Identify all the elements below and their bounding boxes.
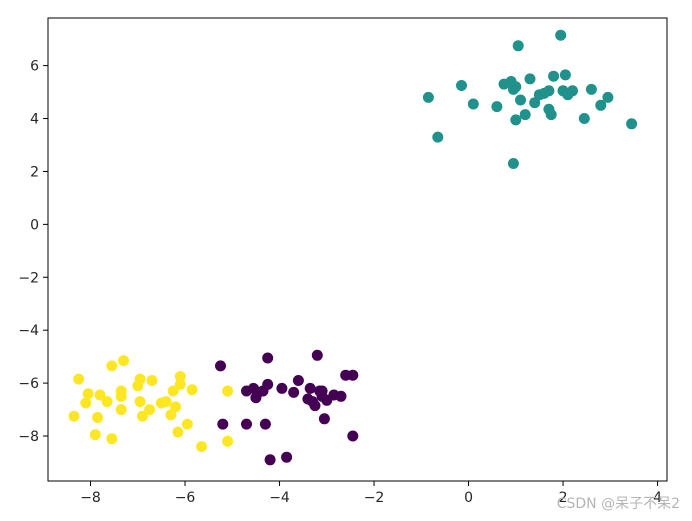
- data-point: [222, 435, 234, 447]
- data-point: [215, 360, 226, 372]
- data-point: [146, 375, 158, 386]
- data-point: [167, 385, 179, 397]
- data-point: [73, 373, 85, 385]
- data-point: [456, 80, 467, 91]
- x-tick-label: −4: [269, 490, 290, 506]
- data-point: [92, 412, 104, 423]
- data-point: [467, 98, 479, 110]
- data-point: [262, 352, 274, 364]
- data-point: [118, 355, 130, 367]
- data-point: [222, 385, 234, 397]
- plot-frame: [47, 17, 668, 482]
- y-tick-label: −6: [18, 376, 39, 392]
- x-tick-label: 2: [559, 490, 568, 506]
- x-tick-label: 4: [653, 490, 662, 506]
- data-point: [519, 109, 531, 121]
- y-tick-label: 4: [30, 112, 39, 128]
- data-point: [134, 373, 146, 385]
- data-point: [548, 70, 560, 82]
- data-point: [507, 158, 519, 169]
- data-point: [172, 426, 184, 438]
- ticks-layer: −8 −6 −4 −2 0 2 4 −8 −6 −4 −2 0 2 4 6: [18, 59, 662, 506]
- data-point: [101, 396, 113, 408]
- data-point: [292, 375, 304, 386]
- x-tick-label: −8: [80, 490, 101, 506]
- y-tick-label: −8: [18, 429, 39, 445]
- data-point: [82, 388, 94, 400]
- data-point: [186, 384, 198, 396]
- data-point: [309, 400, 321, 412]
- data-point: [510, 81, 522, 93]
- data-point: [281, 451, 293, 463]
- data-point: [626, 118, 638, 130]
- data-point: [555, 29, 567, 41]
- watermark-text: CSDN @呆子不呆2: [556, 496, 680, 512]
- data-point: [567, 85, 578, 97]
- data-point: [578, 113, 590, 124]
- points-layer: [68, 29, 638, 466]
- data-point: [515, 94, 526, 106]
- data-point: [288, 386, 300, 398]
- data-point: [155, 397, 167, 409]
- data-point: [170, 401, 182, 413]
- data-point: [68, 410, 80, 422]
- y-tick-label: 0: [30, 217, 39, 233]
- data-point: [602, 91, 614, 103]
- data-point: [510, 114, 522, 126]
- data-point: [585, 83, 597, 95]
- data-point: [422, 91, 434, 103]
- x-tick-label: −2: [364, 490, 385, 506]
- data-point: [545, 109, 557, 121]
- y-tick-label: −2: [18, 270, 39, 286]
- data-point: [595, 99, 607, 111]
- data-point: [347, 430, 359, 442]
- data-point: [529, 97, 541, 109]
- data-point: [196, 441, 208, 453]
- data-point: [89, 429, 101, 441]
- x-tick-label: −6: [175, 490, 196, 506]
- data-point: [491, 101, 503, 113]
- data-point: [181, 418, 193, 430]
- data-point: [94, 389, 106, 401]
- data-point: [316, 385, 328, 397]
- data-point: [241, 418, 252, 430]
- data-point: [335, 390, 347, 402]
- y-tick-label: −4: [18, 323, 39, 339]
- data-point: [538, 87, 550, 99]
- data-point: [80, 397, 92, 409]
- data-point: [134, 396, 146, 408]
- data-point: [276, 382, 288, 394]
- data-point: [304, 382, 316, 394]
- y-tick-label: 6: [30, 59, 39, 75]
- data-point: [137, 410, 148, 422]
- data-point: [165, 409, 177, 421]
- data-point: [264, 454, 276, 466]
- data-point: [311, 349, 323, 361]
- data-point: [559, 69, 571, 81]
- data-point: [318, 413, 330, 425]
- data-point: [174, 371, 186, 382]
- data-point: [432, 131, 444, 143]
- data-point: [106, 360, 118, 372]
- y-tick-label: 2: [30, 164, 39, 180]
- data-point: [347, 369, 359, 381]
- data-point: [262, 378, 274, 390]
- data-point: [106, 433, 118, 445]
- data-point: [524, 73, 536, 85]
- data-point: [512, 40, 524, 52]
- data-point: [174, 378, 186, 390]
- data-point: [115, 390, 127, 402]
- x-tick-label: 0: [464, 490, 473, 506]
- data-point: [217, 418, 229, 430]
- data-point: [259, 418, 271, 430]
- data-point: [144, 404, 156, 416]
- data-point: [115, 404, 127, 416]
